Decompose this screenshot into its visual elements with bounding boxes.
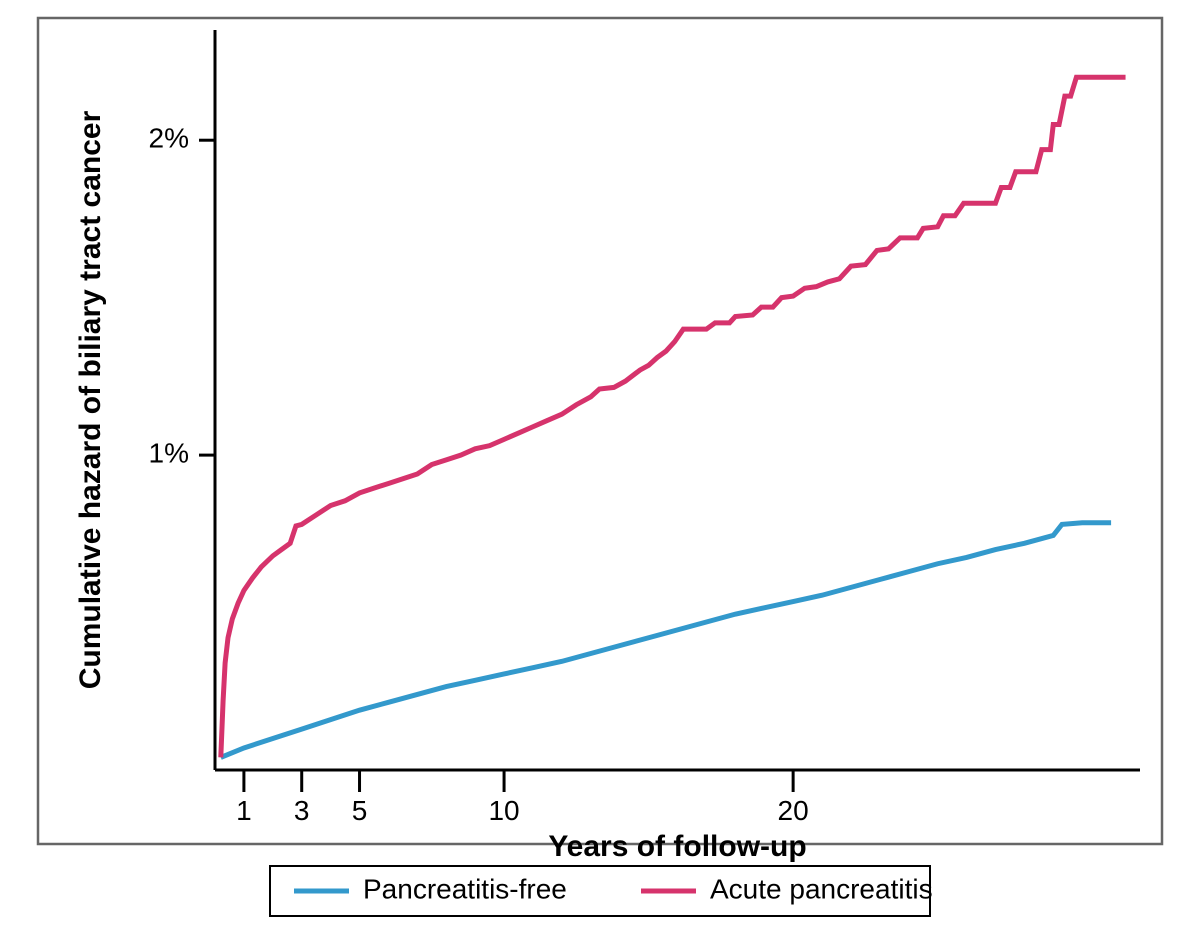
series-line bbox=[221, 77, 1126, 757]
hazard-chart: 1% 2% 1 3 5 10 20 Years of follow-up Cumulative … bbox=[0, 0, 1200, 943]
outer-frame bbox=[38, 18, 1162, 844]
chart-container: 1% 2% 1 3 5 10 20 Years of follow-up Cumulative … bbox=[0, 0, 1200, 943]
x-tick-label: 5 bbox=[352, 795, 368, 826]
x-tick-label: 20 bbox=[778, 795, 809, 826]
series-line bbox=[221, 523, 1111, 758]
x-tick-label: 3 bbox=[294, 795, 310, 826]
x-axis-title: Years of follow-up bbox=[548, 830, 806, 863]
legend-label: Acute pancreatitis bbox=[710, 873, 933, 904]
y-tick-label: 1% bbox=[149, 437, 189, 468]
y-axis-title: Cumulative hazard of biliary tract cance… bbox=[74, 110, 107, 689]
x-tick-label: 1 bbox=[236, 795, 252, 826]
y-tick-label: 2% bbox=[149, 123, 189, 154]
legend-label: Pancreatitis-free bbox=[363, 873, 567, 904]
x-tick-label: 10 bbox=[488, 795, 519, 826]
